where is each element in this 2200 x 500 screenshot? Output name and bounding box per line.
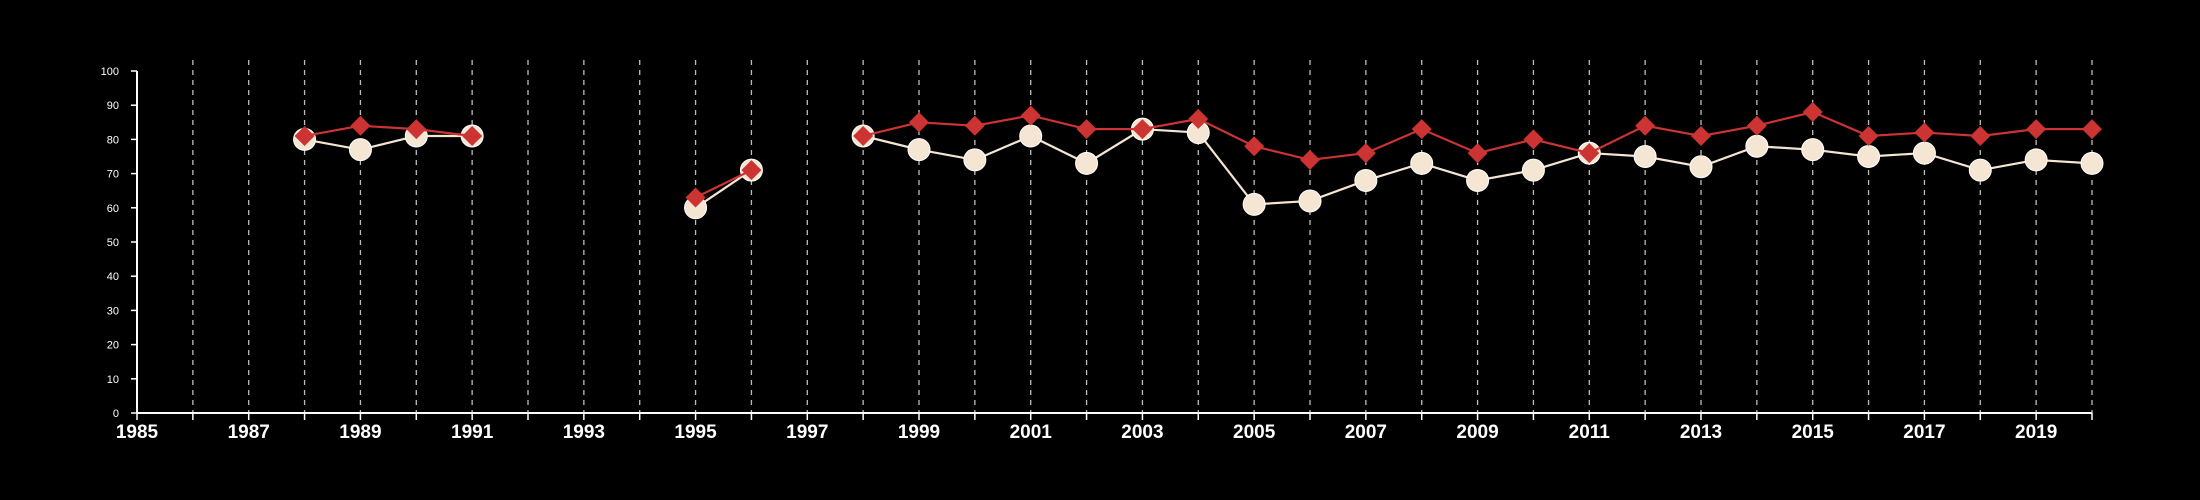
data-point [1019, 124, 1043, 148]
data-point [963, 148, 987, 172]
data-point [1076, 119, 1097, 140]
y-tick-label: 60 [107, 203, 119, 215]
series-line [304, 134, 473, 151]
data-point [1354, 168, 1378, 192]
data-point [1857, 145, 1881, 168]
data-point [964, 115, 985, 136]
x-tick-label: 1985 [116, 422, 159, 443]
data-point [1521, 158, 1545, 182]
data-point [2080, 151, 2104, 175]
x-tick-label: 1989 [339, 422, 381, 443]
data-point [1970, 125, 1991, 146]
data-point [1801, 138, 1825, 162]
data-point [1411, 119, 1432, 140]
data-point [1858, 125, 1879, 146]
data-point [1691, 125, 1711, 146]
data-point [685, 187, 706, 208]
data-point [1914, 122, 1935, 143]
data-point [348, 138, 372, 162]
x-tick-label: 2009 [1456, 422, 1498, 443]
data-point [1579, 143, 1600, 164]
data-point [1298, 189, 1322, 213]
data-point [1410, 151, 1434, 175]
data-point [1635, 115, 1656, 136]
y-tick-label: 90 [107, 100, 119, 112]
y-tick-label: 100 [101, 66, 119, 78]
y-tick-label: 40 [107, 271, 119, 283]
data-point [1132, 119, 1153, 140]
y-tick-label: 0 [113, 408, 119, 420]
series [293, 102, 2104, 220]
x-tick-label: 2005 [1233, 422, 1276, 443]
y-tick-label: 50 [107, 237, 119, 249]
data-point [294, 125, 315, 146]
data-point [1912, 141, 1936, 165]
data-point [1242, 192, 1266, 216]
y-tick-label: 20 [107, 340, 119, 352]
data-point [2026, 119, 2047, 140]
data-point [406, 119, 427, 140]
x-tick-label: 2017 [1903, 422, 1945, 443]
data-point [1188, 108, 1209, 129]
data-point [907, 138, 931, 162]
data-point [1244, 136, 1265, 157]
y-tick-label: 70 [107, 169, 119, 181]
data-point [2024, 148, 2048, 172]
data-point [462, 125, 483, 146]
data-point [1466, 168, 1490, 192]
x-tick-label: 2019 [2015, 422, 2057, 443]
y-tick-label: 10 [107, 374, 119, 386]
x-tick-label: 1991 [451, 422, 494, 443]
data-point [1467, 143, 1488, 164]
data-point [853, 125, 874, 146]
data-point [2082, 119, 2102, 140]
x-tick-label: 1999 [898, 422, 940, 443]
data-point [741, 160, 762, 181]
data-point [1633, 145, 1657, 168]
data-point [350, 115, 371, 136]
x-tick-label: 1987 [228, 422, 270, 443]
x-tick-label: 2003 [1121, 422, 1163, 443]
data-point [1968, 158, 1992, 182]
data-point [1802, 102, 1823, 123]
x-tick-label: 2013 [1680, 422, 1722, 443]
data-point [1523, 129, 1544, 150]
data-point [1020, 105, 1041, 126]
data-point [1300, 149, 1320, 170]
y-tick-label: 30 [107, 305, 119, 317]
x-tick-label: 1995 [674, 422, 717, 443]
data-point [1075, 151, 1099, 175]
data-point [909, 112, 929, 133]
data-point [1355, 143, 1376, 164]
axes: 0 10 20 30 40 50 60 70 80 90 100 1985 1987 1989 1991 19… [101, 66, 2093, 443]
data-point [1746, 115, 1767, 136]
x-tick-label: 2011 [1569, 422, 1611, 443]
x-tick-label: 2007 [1345, 422, 1387, 443]
series-line [695, 169, 752, 199]
gridlines [192, 60, 2093, 413]
data-point [1745, 134, 1769, 158]
series-circles [293, 117, 2104, 220]
y-tick-label: 80 [107, 134, 119, 146]
data-point [1689, 155, 1713, 179]
x-tick-label: 1997 [786, 422, 828, 443]
x-tick-label: 2015 [1792, 422, 1835, 443]
series-diamonds [294, 102, 2102, 208]
x-tick-label: 1993 [563, 422, 605, 443]
x-tick-label: 2001 [1010, 422, 1053, 443]
series-line [304, 124, 473, 138]
